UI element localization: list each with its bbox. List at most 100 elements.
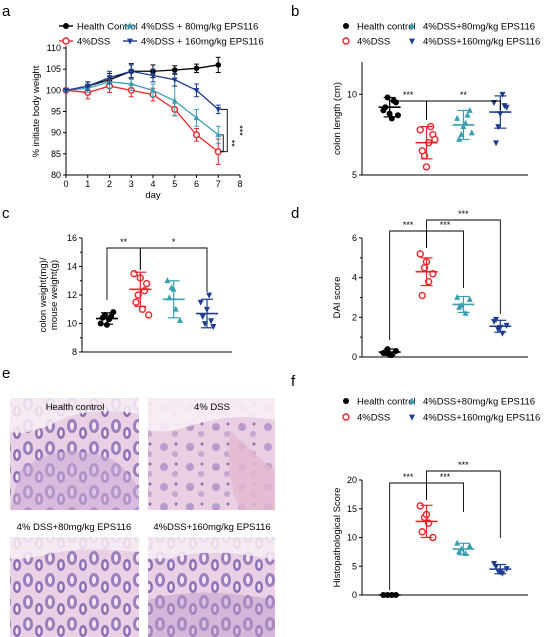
data-point <box>150 73 156 79</box>
data-point <box>176 317 183 324</box>
legend-marker <box>343 398 349 404</box>
y-tick-label: 20 <box>347 475 357 485</box>
legend-marker <box>409 22 415 29</box>
data-point <box>454 114 461 121</box>
data-point <box>394 112 401 119</box>
panel-e-letter: e <box>2 365 10 382</box>
micrograph-title-4-dss: 4% DSS <box>194 402 230 413</box>
series-2 <box>63 75 222 144</box>
data-point <box>422 163 431 171</box>
data-point <box>103 321 110 328</box>
legend-label: 4%DSS <box>77 37 110 48</box>
x-tick-label: 2 <box>107 179 112 189</box>
legend-label: Health control <box>357 397 416 408</box>
data-point <box>128 69 135 75</box>
group-0 <box>96 309 118 328</box>
series-line <box>65 85 219 153</box>
x-tick-label: 0 <box>63 179 68 189</box>
x-tick-label: 5 <box>172 179 177 189</box>
data-point <box>456 303 463 310</box>
data-point <box>164 277 171 284</box>
legend-item-2: 4%DSS+80mg/kg EPS116 <box>409 397 535 408</box>
sig-label: ** <box>226 140 236 148</box>
y-axis-title: DAI score <box>332 277 343 319</box>
data-point <box>491 99 498 106</box>
legend-label: Health Control <box>77 22 138 33</box>
y-tick-label: 85 <box>51 149 61 159</box>
data-point <box>171 97 178 104</box>
group-1 <box>415 250 438 300</box>
y-tick-label: 95 <box>51 107 61 117</box>
data-point <box>466 542 473 549</box>
data-point <box>84 83 91 90</box>
legend-label: 4%DSS+80mg/kg EPS116 <box>423 22 535 33</box>
sig-label: *** <box>440 220 451 230</box>
data-point <box>499 91 506 98</box>
y-tick-label: 16 <box>67 233 77 243</box>
group-3 <box>489 560 512 577</box>
series-line <box>65 70 219 110</box>
x-tick-label: 7 <box>216 179 221 189</box>
data-point <box>138 305 147 313</box>
y-tick-label: 15 <box>347 504 357 514</box>
micrograph-title-health-control: Health control <box>46 402 105 413</box>
legend-marker <box>409 414 415 421</box>
sig-label: * <box>172 237 176 247</box>
legend-item-1: 4%DSS <box>342 37 390 48</box>
data-point <box>418 147 426 155</box>
data-point <box>128 80 135 87</box>
data-point <box>468 129 475 136</box>
legend-label: 4%DSS + 80mg/kg EPS116 <box>141 22 258 33</box>
panel-d-dai-score-chart: d 0 2 4 6 DAI score *** *** *** <box>291 205 528 362</box>
panel-b-colon-length-chart: b Health control 4%DSS 4%DSS+80mg/kg EPS116… <box>291 3 540 180</box>
y-tick-label: 105 <box>46 64 61 74</box>
sig-label: *** <box>403 220 414 230</box>
sig-bracket <box>389 482 428 590</box>
micrograph-4-dss-80 <box>10 537 139 637</box>
group-2 <box>452 106 475 142</box>
y-tick-label: 4 <box>352 273 357 283</box>
legend-marker <box>127 38 133 45</box>
group-1 <box>129 269 153 319</box>
y-tick-label: 6 <box>352 233 357 243</box>
legend-marker <box>63 23 69 29</box>
micrograph-health-control <box>10 398 139 510</box>
legend-item-2: 4%DSS + 80mg/kg EPS116 <box>123 22 258 33</box>
panel-a-letter: a <box>2 3 11 20</box>
group-0 <box>378 346 401 359</box>
y-tick-label: 14 <box>67 262 77 272</box>
y-tick-label: 90 <box>51 128 61 138</box>
legend-marker <box>343 23 349 29</box>
data-point <box>192 131 200 139</box>
group-0 <box>378 592 401 598</box>
series-line <box>65 81 219 136</box>
data-point <box>130 269 138 278</box>
data-point <box>454 293 461 300</box>
sig-label: ** <box>460 90 468 100</box>
data-point <box>464 111 471 118</box>
data-point <box>171 67 178 73</box>
legend-item-3: 4%DSS+160mg/kg EPS116 <box>409 37 540 48</box>
data-point <box>132 298 140 306</box>
data-point <box>142 279 151 288</box>
panel-d-letter: d <box>291 205 299 222</box>
sig-label: *** <box>403 472 414 482</box>
sig-bracket <box>220 134 224 153</box>
y-axis-title: % initiate body weight <box>31 65 42 157</box>
y-tick-label: 5 <box>352 561 357 571</box>
group-1 <box>415 502 438 542</box>
data-point <box>214 148 222 156</box>
panel-f-histology-score-chart: f Health control 4%DSS 4%DSS+80mg/kg EPS116… <box>291 373 540 600</box>
data-point <box>215 62 222 68</box>
panel-f-letter: f <box>291 373 296 390</box>
legend-marker <box>62 37 70 45</box>
data-point <box>418 291 426 300</box>
data-point <box>193 65 200 72</box>
legend-item-1: 4%DSS <box>342 413 390 424</box>
legend-marker <box>127 22 133 29</box>
sig-label: ** <box>120 237 128 247</box>
micrograph-title-4-dss-80: 4% DSS+80mg/kg EPS116 <box>17 522 132 533</box>
data-point <box>150 86 156 93</box>
data-point <box>215 107 222 113</box>
group-2 <box>452 539 475 556</box>
